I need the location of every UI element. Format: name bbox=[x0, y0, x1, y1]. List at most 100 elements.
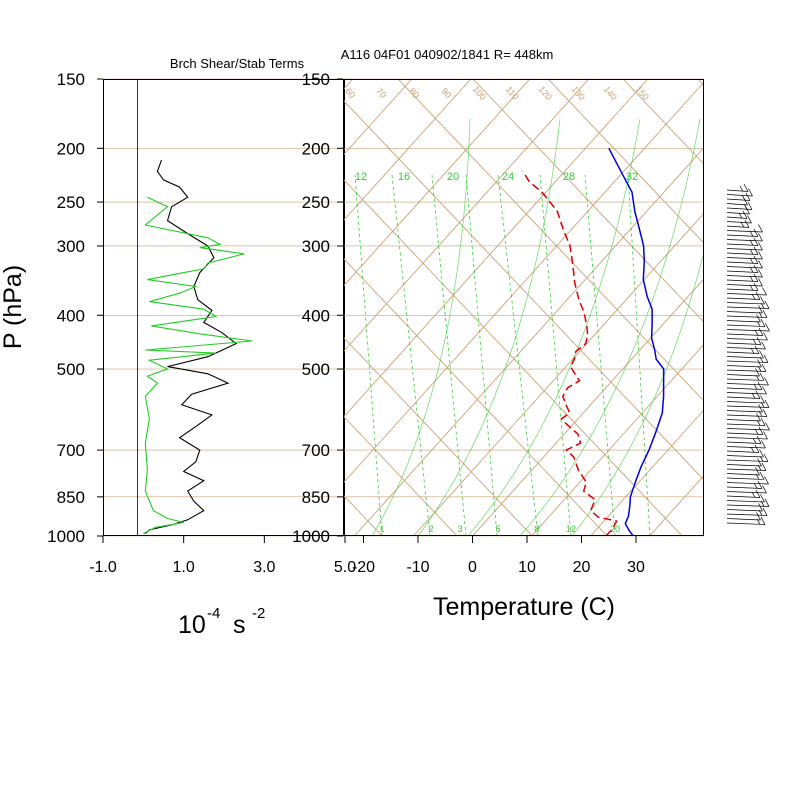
wind-barb bbox=[726, 251, 763, 260]
wind-barb bbox=[726, 453, 769, 462]
mixing-ratio-bottom-label: 3 bbox=[457, 524, 462, 534]
wind-barb bbox=[726, 215, 752, 224]
wind-barb bbox=[726, 377, 769, 386]
skew-ytick-label: 200 bbox=[302, 139, 330, 158]
wind-barb bbox=[726, 381, 763, 390]
skew-y-axis: 150 200 250 300 400 500 700 850 1000 bbox=[292, 70, 343, 546]
wind-barb bbox=[726, 192, 751, 201]
isotherm bbox=[343, 79, 649, 419]
temperature-line bbox=[608, 147, 665, 536]
wind-barb bbox=[726, 188, 753, 197]
mixing-ratio-line bbox=[627, 174, 651, 536]
isotherm bbox=[343, 81, 704, 484]
moist-adiabat bbox=[417, 118, 561, 536]
wind-barb bbox=[726, 341, 766, 350]
wind-barb bbox=[726, 233, 763, 242]
wind-barb bbox=[726, 296, 765, 305]
skew-background-lines bbox=[343, 79, 800, 536]
skew-ytick-label: 850 bbox=[302, 488, 330, 507]
skew-series-group bbox=[522, 147, 665, 536]
isotherm-label: 120 bbox=[537, 84, 554, 102]
wind-barb bbox=[726, 507, 768, 516]
isotherm bbox=[709, 79, 800, 536]
wind-barb bbox=[726, 435, 762, 444]
left-x-axis: -1.0 1.0 3.0 5.0 bbox=[89, 536, 356, 576]
wind-barb bbox=[726, 494, 765, 503]
mixing-ratio-line bbox=[391, 174, 431, 536]
isotherm bbox=[590, 409, 704, 536]
wind-barb bbox=[726, 264, 759, 273]
mixing-ratio-bottom-label: 20 bbox=[610, 524, 620, 534]
wind-barb bbox=[726, 228, 759, 237]
mixing-ratio-line bbox=[431, 174, 467, 536]
skew-ytick-label: 700 bbox=[302, 441, 330, 460]
wind-barb bbox=[726, 480, 763, 489]
mixing-ratio-label: 28 bbox=[563, 171, 575, 183]
skew-panel-frame bbox=[343, 79, 704, 536]
mixing-ratio-label: 12 bbox=[355, 171, 367, 183]
wind-barb bbox=[726, 413, 761, 422]
mixing-ratio-label: 20 bbox=[447, 171, 459, 183]
wind-barbs bbox=[726, 183, 770, 525]
mixing-ratio-line bbox=[354, 174, 383, 536]
wind-barb bbox=[726, 471, 765, 480]
left-ytick-label: 850 bbox=[57, 488, 85, 507]
wind-barb bbox=[726, 476, 769, 485]
shear-term-line bbox=[144, 159, 238, 535]
isotherm-label: 80 bbox=[407, 86, 421, 100]
skew-ytick-label: 300 bbox=[302, 237, 330, 256]
isotherm bbox=[343, 79, 590, 353]
moist-adiabat bbox=[571, 250, 704, 536]
mixing-ratio-label: 24 bbox=[502, 171, 514, 183]
isotherm-label: 140 bbox=[602, 84, 619, 102]
skew-xtick-label: 10 bbox=[518, 559, 536, 576]
left-ytick-label: 250 bbox=[57, 193, 85, 212]
wind-barb bbox=[726, 323, 770, 332]
wind-barb bbox=[726, 201, 753, 210]
left-y-axis: 150 200 250 300 400 500 700 850 1000 bbox=[47, 70, 103, 546]
stability-term-line bbox=[143, 196, 253, 535]
left-x-axis-label: 10 -4 s -2 bbox=[178, 605, 265, 639]
wind-barb bbox=[726, 372, 765, 381]
left-ytick-label: 150 bbox=[57, 70, 85, 89]
wind-barb bbox=[726, 224, 763, 233]
dry-adiabat bbox=[343, 99, 704, 481]
mixing-ratio-bottom-label: 8 bbox=[534, 524, 539, 534]
mixing-ratio-line bbox=[584, 174, 616, 536]
mixing-ratio-label: 16 bbox=[398, 171, 410, 183]
wind-barb bbox=[726, 350, 764, 359]
left-ytick-label: 200 bbox=[57, 139, 85, 158]
x-axis-label: Temperature (C) bbox=[433, 593, 615, 621]
dry-adiabat bbox=[547, 79, 704, 244]
isotherm-label: 100 bbox=[471, 84, 488, 102]
wind-barb bbox=[726, 503, 763, 512]
right-panel-title: A116 04F01 040902/1841 R= 448km bbox=[341, 47, 554, 62]
skew-ytick-label: 500 bbox=[302, 360, 330, 379]
isotherm-label: 130 bbox=[570, 84, 587, 102]
isotherm bbox=[343, 79, 531, 288]
isotherm bbox=[472, 278, 704, 536]
skew-ytick-label: 400 bbox=[302, 306, 330, 325]
wind-barb bbox=[726, 512, 761, 521]
mixing-ratio-line bbox=[465, 174, 498, 536]
mixing-ratio-label: 32 bbox=[626, 171, 638, 183]
left-xtick-label: 5.0 bbox=[334, 559, 356, 576]
wind-barb bbox=[726, 336, 762, 345]
mixing-ratio-bottom-label: 5 bbox=[495, 524, 500, 534]
dry-adiabat bbox=[343, 257, 608, 536]
left-xtick-label: -1.0 bbox=[89, 559, 117, 576]
skew-xtick-label: -10 bbox=[406, 559, 429, 576]
moist-adiabat bbox=[371, 118, 471, 536]
shear-stability-panel: 150 200 250 300 400 500 700 850 1000 -1.0 1.0 3.0 5… bbox=[47, 70, 356, 576]
mixing-ratio-bottom-label: 1 bbox=[379, 524, 384, 534]
isotherm-label: 90 bbox=[439, 86, 453, 100]
left-panel-title: Brch Shear/Stab Terms bbox=[170, 56, 305, 71]
wind-barb bbox=[726, 278, 763, 287]
dry-adiabat bbox=[343, 178, 683, 536]
isotherm bbox=[768, 79, 800, 536]
skew-xtick-label: -20 bbox=[352, 559, 375, 576]
mixing-ratio-bottom-label: 2 bbox=[428, 524, 433, 534]
skew-ytick-label: 150 bbox=[302, 70, 330, 89]
skew-ytick-label: 1000 bbox=[292, 527, 330, 546]
wind-barb bbox=[726, 255, 759, 264]
